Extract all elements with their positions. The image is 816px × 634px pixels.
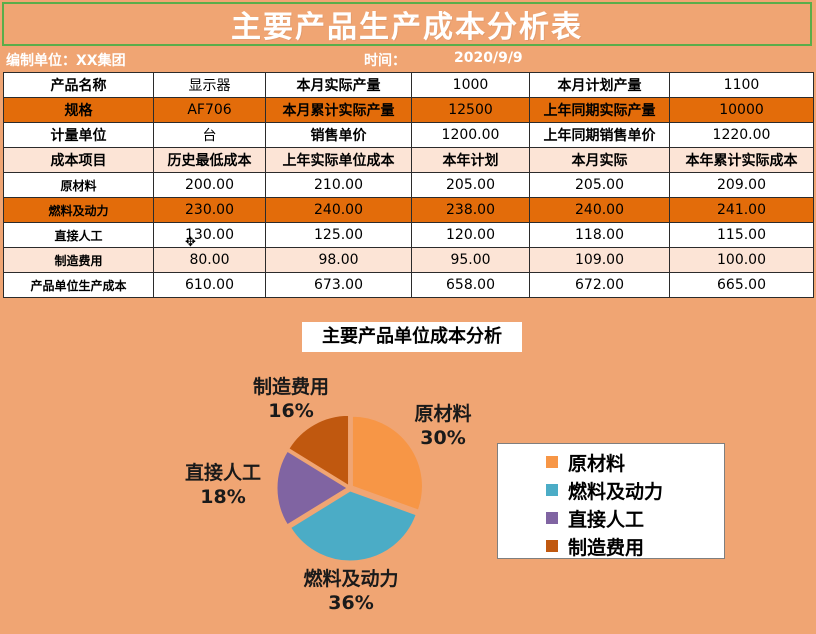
sheet-title: 主要产品生产成本分析表 [231,10,583,45]
pie-label-percent: 30% [420,427,466,449]
table-cell[interactable]: 115.00 [669,222,814,248]
pie-label-percent: 18% [200,486,246,508]
table-cell[interactable]: 118.00 [529,222,670,248]
table-cell[interactable]: 上年同期销售单价 [529,122,670,148]
legend-item: 直接人工 [546,504,724,532]
table-row: 直接人工 130.00 125.00 120.00 118.00 115.00 [3,222,814,248]
table-cell[interactable]: 1200.00 [411,122,530,148]
pie-label-category: 直接人工 [184,462,261,484]
pie-label-percent: 36% [328,592,374,614]
table-cell[interactable]: 1000 [411,72,530,98]
sheet-title-bar: 主要产品生产成本分析表 [2,2,812,46]
table-cell[interactable]: 210.00 [265,172,412,198]
table-cell[interactable]: 显示器 [153,72,266,98]
legend-swatch [546,484,558,496]
legend-label: 制造费用 [568,536,645,559]
table-row: 产品单位生产成本 610.00 673.00 658.00 672.00 665… [3,272,814,298]
pie-label-percent: 16% [268,400,314,422]
column-header[interactable]: 本月实际 [529,147,670,173]
table-cell[interactable]: 台 [153,122,266,148]
table-cell[interactable]: 12500 [411,97,530,123]
chart-title: 主要产品单位成本分析 [302,322,522,352]
legend-label: 原材料 [568,452,626,475]
table-cell[interactable]: 200.00 [153,172,266,198]
table-cell[interactable]: 10000 [669,97,814,123]
pie-slice-2[interactable] [290,490,417,562]
table-cell[interactable]: 205.00 [529,172,670,198]
legend-swatch [546,512,558,524]
table-cell[interactable]: 产品名称 [3,72,154,98]
table-cell[interactable]: 672.00 [529,272,670,298]
legend-label: 直接人工 [568,508,645,531]
cell-select-cursor-icon: ✥ [185,235,196,250]
time-label: 时间： [364,53,406,69]
table-cell[interactable]: 本月累计实际产量 [265,97,412,123]
table-cell[interactable]: 上年同期实际产量 [529,97,670,123]
column-header[interactable]: 上年实际单位成本 [265,147,412,173]
table-header-row: 成本项目 历史最低成本 上年实际单位成本 本年计划 本月实际 本年累计实际成本 [3,147,814,173]
pie-data-label: 燃料及动力 36% [281,567,421,615]
pie-data-label: 制造费用 16% [221,375,361,423]
table-cell[interactable]: 230.00 [153,197,266,223]
table-cell[interactable]: 直接人工 [3,222,154,248]
table-cell[interactable]: 209.00 [669,172,814,198]
legend-label: 燃料及动力 [568,480,664,503]
table-cell[interactable]: 658.00 [411,272,530,298]
table-cell[interactable]: 原材料 [3,172,154,198]
meta-row: 编制单位：XX集团 时间： 2020/9/9 [2,48,812,70]
pie-slice-1[interactable] [351,415,423,511]
table-cell[interactable]: AF706 [153,97,266,123]
table-row: 产品名称 显示器 本月实际产量 1000 本月计划产量 1100 [3,72,814,98]
table-cell[interactable]: 673.00 [265,272,412,298]
column-header[interactable]: 本年累计实际成本 [669,147,814,173]
pie-data-label: 直接人工 18% [153,461,293,509]
pie-label-category: 燃料及动力 [303,568,399,590]
pie-label-category: 原材料 [414,403,472,425]
legend-item: 燃料及动力 [546,476,724,504]
chart-legend: 原材料燃料及动力直接人工制造费用 [497,443,725,559]
table-row: 规格 AF706 本月累计实际产量 12500 上年同期实际产量 10000 [3,97,814,123]
legend-swatch [546,540,558,552]
legend-item: 制造费用 [546,532,724,560]
table-cell[interactable]: 燃料及动力 [3,197,154,223]
column-header[interactable]: 历史最低成本 [153,147,266,173]
table-cell[interactable]: 95.00 [411,247,530,273]
legend-swatch [546,456,558,468]
table-cell[interactable]: 1100 [669,72,814,98]
table-cell[interactable]: 产品单位生产成本 [3,272,154,298]
table-row: 计量单位 台 销售单价 1200.00 上年同期销售单价 1220.00 [3,122,814,148]
table-cell[interactable]: 610.00 [153,272,266,298]
table-row: 原材料 200.00 210.00 205.00 205.00 209.00 [3,172,814,198]
table-cell[interactable]: 计量单位 [3,122,154,148]
pie-data-label: 原材料 30% [373,402,513,450]
org-label: 编制单位：XX集团 [6,53,126,69]
pie-slice-4[interactable] [288,414,350,487]
pie-slice-3[interactable] [276,450,348,526]
table-cell[interactable]: 本月计划产量 [529,72,670,98]
table-cell[interactable]: 120.00 [411,222,530,248]
table-cell[interactable]: 125.00 [265,222,412,248]
table-cell[interactable]: 130.00 [153,222,266,248]
table-cell[interactable]: 109.00 [529,247,670,273]
pie-label-category: 制造费用 [252,376,329,398]
table-cell[interactable]: 205.00 [411,172,530,198]
cost-table: 产品名称 显示器 本月实际产量 1000 本月计划产量 1100 规格 AF70… [3,72,814,298]
legend-item: 原材料 [546,448,724,476]
date-value: 2020/9/9 [454,50,523,66]
table-cell[interactable]: 665.00 [669,272,814,298]
table-cell[interactable]: 本月实际产量 [265,72,412,98]
table-cell[interactable]: 制造费用 [3,247,154,273]
table-cell[interactable]: 241.00 [669,197,814,223]
